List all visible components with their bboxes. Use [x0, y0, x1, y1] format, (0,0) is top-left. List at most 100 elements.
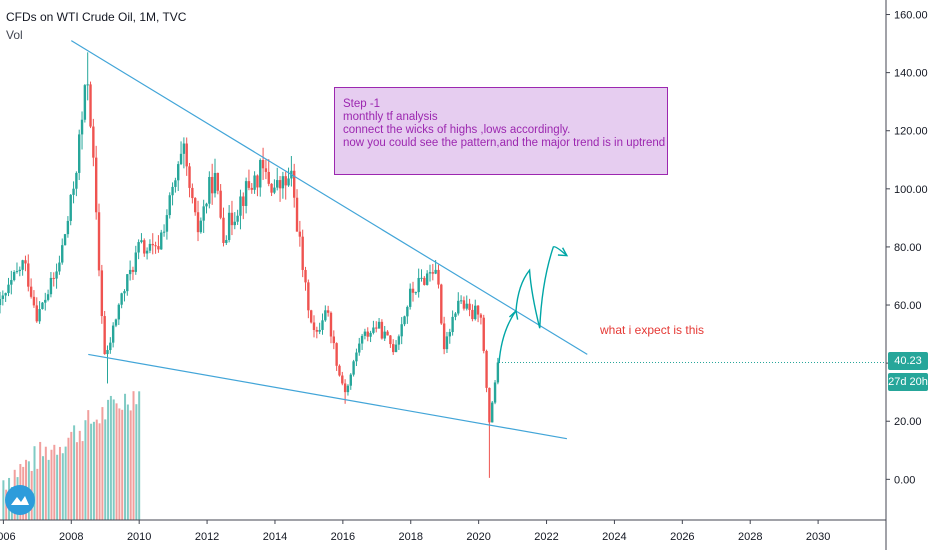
candle-body	[66, 220, 70, 235]
candle-body	[408, 288, 412, 307]
candle-body	[281, 176, 285, 189]
candle-body	[160, 232, 163, 250]
candle-body	[128, 269, 132, 275]
candle-body	[423, 277, 426, 285]
candle-body	[29, 286, 33, 297]
volume-bar	[50, 449, 53, 520]
candle-body	[38, 309, 41, 322]
price-tick-label: 0.00	[894, 474, 915, 486]
candle-body	[131, 269, 135, 272]
candle-body	[69, 194, 72, 221]
candle-body	[301, 236, 304, 270]
candle-body	[151, 243, 154, 246]
price-tick-label: 60.00	[894, 300, 922, 312]
candle-body	[120, 293, 123, 305]
candle-body	[482, 317, 485, 351]
volume-bar	[92, 421, 95, 520]
volume-bar	[2, 480, 5, 520]
volume-bar	[101, 407, 104, 520]
projection-curve	[498, 246, 568, 364]
price-axis[interactable]: 160.00140.00120.00100.0080.0060.0040.002…	[885, 0, 928, 550]
candle-body	[49, 277, 53, 295]
time-tick-label: 2020	[466, 531, 490, 543]
annotation-line: monthly tf analysis	[343, 111, 438, 123]
candle-body	[55, 271, 58, 279]
candle-body	[230, 212, 234, 226]
price-tick-label: 120.00	[894, 126, 928, 138]
candle-body	[244, 181, 248, 206]
candle-body	[52, 277, 55, 279]
candle-body	[86, 84, 89, 86]
candle-body	[295, 197, 299, 232]
volume-bar	[41, 456, 44, 520]
candle-body	[78, 134, 81, 173]
candle-body	[179, 153, 183, 165]
volume-bar	[121, 409, 124, 520]
candle-body	[225, 240, 228, 243]
candle-body	[400, 324, 403, 337]
volume-bar	[104, 419, 107, 520]
candle-body	[44, 299, 47, 303]
candle-body	[140, 240, 143, 243]
candle-body	[304, 269, 307, 283]
candle-body	[383, 331, 386, 339]
candle-body	[479, 314, 483, 318]
volume-bar	[47, 459, 50, 520]
candle-body	[462, 300, 466, 309]
trendline-lower	[88, 353, 568, 440]
volume-bar	[126, 404, 129, 520]
last-price-badge: 40.23	[888, 352, 928, 370]
candle-body	[493, 382, 497, 403]
candle-body	[205, 203, 208, 207]
candle-body	[332, 336, 336, 344]
time-tick-label: 2012	[195, 531, 219, 543]
candle-body	[366, 331, 369, 337]
candle-body	[227, 212, 231, 241]
annotation-box[interactable]: Step -1 monthly tf analysis connect the …	[334, 87, 668, 175]
candle-body	[114, 319, 118, 326]
candle-body	[46, 294, 50, 300]
candle-body	[157, 246, 160, 250]
candle-body	[92, 126, 95, 158]
candle-body	[216, 172, 220, 191]
volume-bar	[53, 444, 56, 520]
candle-body	[72, 188, 75, 195]
candle-body	[134, 252, 137, 272]
time-axis[interactable]: 2006 2008 2010 2012 2014 2016 2018 2020 2022 2024…	[0, 519, 886, 543]
candle-body	[171, 186, 174, 196]
candle-body	[137, 242, 140, 253]
time-tick-label: 2022	[534, 531, 558, 543]
candle-body	[273, 187, 276, 193]
candle-body	[321, 320, 324, 330]
volume-bar	[64, 446, 67, 520]
candle-body	[496, 362, 500, 383]
candle-body	[417, 277, 420, 293]
candle-body	[182, 143, 186, 154]
candle-body	[377, 321, 381, 329]
tradingview-logo-icon[interactable]	[5, 485, 35, 515]
candle-body	[259, 160, 262, 188]
candle-body	[397, 336, 401, 345]
candle-body	[355, 352, 358, 362]
candle-body	[414, 292, 418, 294]
candle-body	[32, 296, 36, 306]
candle-body	[250, 187, 253, 190]
volume-bar	[39, 441, 42, 520]
candle-body	[459, 300, 463, 302]
volume-bar	[124, 393, 127, 520]
bar-countdown-badge: 27d 20h	[888, 373, 928, 391]
annotation-expect-text[interactable]: what i expect is this	[600, 323, 705, 337]
candle-body	[168, 195, 171, 216]
volume-bar	[90, 423, 93, 520]
candle-body	[177, 164, 180, 181]
volume-bar	[109, 395, 112, 520]
candle-body	[318, 329, 321, 332]
candle-body	[284, 176, 287, 186]
volume-bar	[36, 468, 39, 520]
candle-body	[312, 322, 316, 331]
candle-body	[15, 271, 19, 273]
price-tick-label: 140.00	[894, 68, 928, 80]
volume-bar	[58, 446, 61, 520]
candle-body	[253, 175, 256, 190]
